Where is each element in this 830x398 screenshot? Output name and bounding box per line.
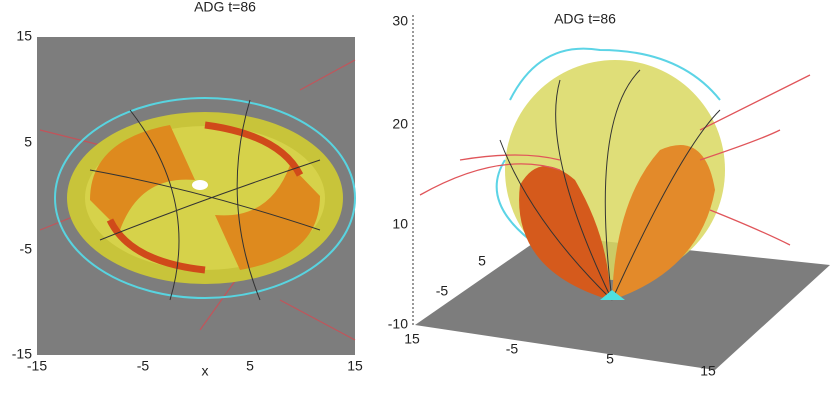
3d-view: ADG t=86 30 20 10 -10 5 -5 15 -5 5 15 <box>388 11 830 379</box>
y-tick-label: -5 <box>20 241 33 257</box>
panel-title: ADG t=86 <box>554 11 616 27</box>
x-tick-label: 5 <box>246 358 254 374</box>
floor-tick-label: -5 <box>436 283 449 299</box>
z-tick-label: 20 <box>392 116 408 132</box>
y-tick-label: 5 <box>24 134 32 150</box>
x-tick-label: -5 <box>137 358 150 374</box>
field-lines <box>499 69 721 301</box>
floor-tick-label: 15 <box>404 331 420 347</box>
z-tick-label: 10 <box>392 216 408 232</box>
y-tick-label: -15 <box>12 346 32 362</box>
separatrix <box>495 47 721 241</box>
sheet <box>106 218 206 274</box>
separatrix <box>54 97 356 299</box>
x-axis-label: x <box>202 363 209 379</box>
footpoint <box>600 290 625 300</box>
lobe <box>519 166 610 300</box>
top-view: ADG t=86 15 5 -5 -15 -15 -5 5 15 x <box>12 0 363 379</box>
floor-tick-label: -5 <box>506 341 519 357</box>
floor-tick-label: 15 <box>700 363 716 379</box>
floor-tick-label: 5 <box>478 253 486 269</box>
field-lines <box>419 74 811 246</box>
z-tick-label: 30 <box>392 13 408 29</box>
panel-title: ADG t=86 <box>194 0 256 15</box>
lobe <box>215 165 320 270</box>
floor-tick-label: 5 <box>606 351 614 367</box>
lobe <box>90 125 195 230</box>
z-tick-label: -10 <box>388 316 408 332</box>
lobe <box>612 145 715 300</box>
x-tick-label: -15 <box>27 358 47 374</box>
field-lines <box>89 99 321 301</box>
x-tick-label: 15 <box>347 358 363 374</box>
core <box>192 180 208 190</box>
sheet <box>204 121 304 177</box>
floor <box>415 235 830 370</box>
y-tick-label: 15 <box>16 28 32 44</box>
